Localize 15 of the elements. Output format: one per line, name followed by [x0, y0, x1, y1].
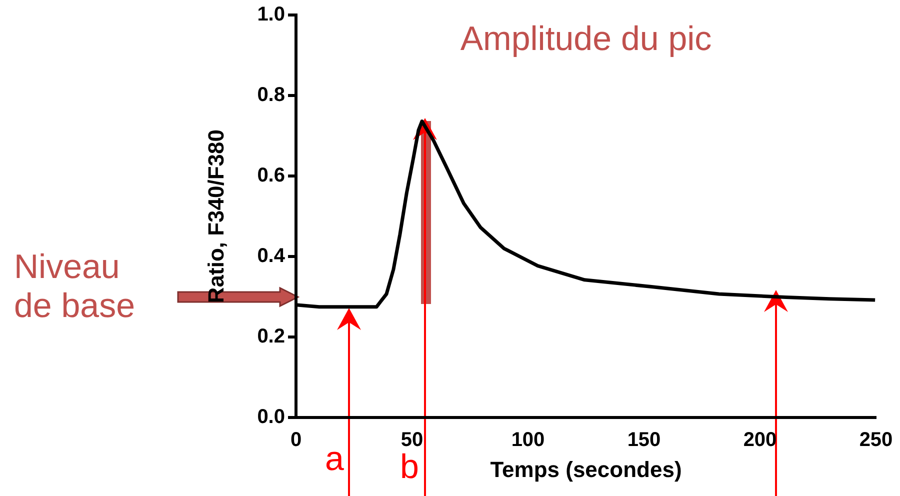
annotation: Amplitude du pic: [459, 20, 713, 60]
x-tick-label: 250: [859, 429, 893, 452]
y-tick-label: 0.2: [257, 326, 285, 348]
x-tick-label: 100: [511, 429, 545, 452]
y-tick-label: 0.4: [257, 245, 286, 268]
x-tick-label: 0: [290, 429, 302, 452]
text: Niveau de base: [14, 248, 136, 326]
x-tick-label: 150: [627, 429, 661, 452]
y-tick-label: 0.8: [257, 84, 285, 106]
y-tick-label: 0.0: [257, 406, 285, 428]
y-tick-label: 1.0: [257, 4, 285, 26]
x-axis-title: Temps (secondes): [490, 456, 682, 482]
text: a: [325, 440, 344, 480]
y-axis-title: Ratio, F340/F380: [203, 129, 228, 304]
y-tick-label: 0.6: [257, 164, 285, 187]
